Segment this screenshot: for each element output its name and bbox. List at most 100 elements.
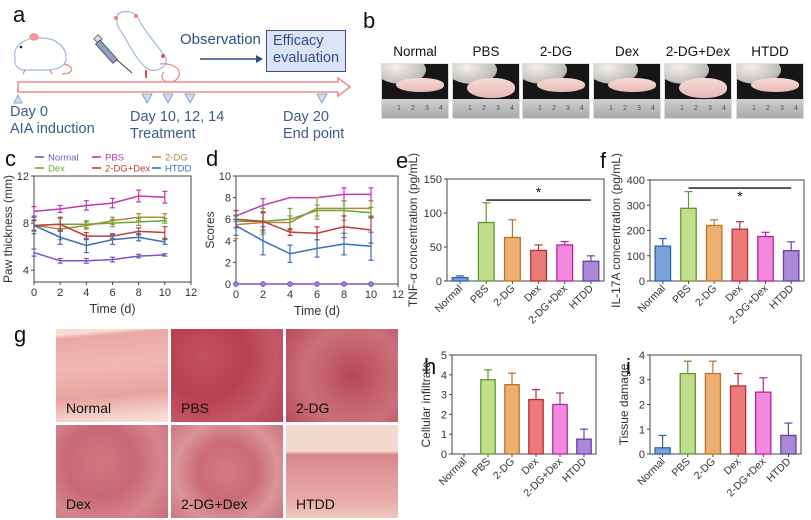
ruler-mark: 3 (496, 105, 500, 112)
data-point (287, 281, 293, 287)
bar-2-dg (705, 224, 723, 282)
y-tick-label: 4 (441, 370, 447, 382)
x-tick-label: 2 (260, 289, 266, 301)
histology-label: Normal (66, 400, 112, 416)
y-axis-label: Scores (203, 211, 217, 248)
bar-htdd (780, 434, 797, 455)
histology-image: HTDD (286, 425, 398, 518)
histology-image: PBS (171, 329, 283, 422)
ruler: 1 2 3 4 (523, 99, 589, 118)
efficacy-line-2: evaluation (273, 50, 340, 66)
day0-marker-icon (13, 94, 23, 104)
timeline-endpoint: Day 20 End point (283, 109, 344, 143)
y-tick-label: 400 (627, 175, 645, 187)
y-tick-label: 150 (424, 174, 442, 186)
data-point (314, 281, 320, 287)
x-tick-label: 10 (365, 289, 377, 301)
category-label: 2-DG (692, 456, 718, 482)
bar-pbs (680, 207, 697, 282)
efficacy-line-1: Efficacy (273, 33, 324, 49)
chart-f: 0 100 200 300 400 IL-17A concentration (pg/mL… (609, 153, 805, 326)
bar-normal (654, 447, 671, 455)
y-tick-label: 4 (639, 350, 645, 362)
histology-image: 2-DG+Dex (171, 425, 283, 518)
bar-htdd (582, 260, 600, 282)
category-label: 2-DG (693, 283, 719, 309)
legend-label: 2-DG (165, 153, 188, 164)
x-tick-label: 8 (136, 287, 142, 299)
ruler-mark: 4 (439, 105, 443, 112)
ruler-mark: 1 (538, 105, 542, 112)
category-label: PBS (670, 283, 693, 306)
histology-label: Dex (66, 496, 91, 512)
y-tick-label: 50 (430, 242, 442, 254)
histology-label: 2-DG+Dex (181, 496, 248, 512)
histology-label: 2-DG (296, 400, 330, 416)
x-tick-label: 6 (109, 287, 115, 299)
x-axis-label: Time (d) (89, 302, 135, 316)
bar-dex (530, 249, 548, 282)
bar-pbs (477, 221, 495, 282)
y-axis-label: Tissue damage (617, 363, 631, 445)
observation-label: Observation (180, 31, 261, 48)
y-axis-label: Cellular infiltrate (419, 361, 433, 447)
y-tick-label: 3 (639, 375, 645, 387)
injected-mouse-icon (114, 10, 180, 83)
y-tick-label: 2 (639, 400, 645, 412)
bar-htdd (576, 438, 592, 455)
mouse-icon (14, 33, 73, 75)
histology-image: Normal (56, 329, 168, 422)
paw-region (608, 78, 656, 92)
x-axis-label: Time (d) (294, 304, 340, 318)
x-tick-label: 2 (57, 287, 63, 299)
paw-photo-label: 2-DG+Dex (665, 44, 731, 59)
ruler-mark: 2 (623, 105, 627, 112)
y-tick-label: 1 (639, 424, 645, 436)
timeline-arrow-icon (17, 76, 352, 98)
bar-dex (729, 385, 747, 455)
data-point (233, 281, 239, 287)
histology-image: 2-DG (286, 329, 398, 422)
bar-2-dg-dex (552, 403, 568, 455)
y-tick-label: 8 (23, 218, 29, 230)
data-point (341, 281, 347, 287)
y-tick-label: 100 (424, 208, 442, 220)
paw-photo-label: HTDD (751, 44, 789, 59)
panel-letter-i: i (626, 354, 631, 379)
paw-region (751, 78, 799, 92)
ruler-mark: 1 (468, 105, 472, 112)
y-tick-label: 6 (225, 214, 231, 226)
ruler-mark: 2 (411, 105, 415, 112)
ruler-mark: 4 (580, 105, 584, 112)
paw-region (679, 78, 727, 98)
ruler: 1 2 3 4 (665, 99, 731, 118)
ruler-mark: 4 (510, 105, 514, 112)
day10-marker-icon (141, 93, 153, 104)
y-tick-label: 0 (639, 449, 645, 461)
y-axis-label: Paw thickness (mm) (1, 175, 15, 283)
bar-htdd (782, 250, 800, 282)
x-tick-label: 10 (159, 287, 171, 299)
x-tick-label: 0 (31, 287, 37, 299)
y-tick-label: 200 (627, 226, 645, 238)
y-axis-label: IL-17A concentration (pg/mL) (609, 153, 623, 308)
histology-label: HTDD (296, 496, 335, 512)
paw-region (467, 78, 515, 98)
panel-letter-c: c (5, 146, 16, 171)
bar-2-dg-dex (556, 244, 574, 282)
category-label: 2-DG (491, 283, 517, 309)
ruler-mark: 3 (425, 105, 429, 112)
category-label: PBS (670, 456, 693, 479)
bar-dex (528, 398, 544, 455)
day12-marker-icon (162, 93, 174, 104)
ruler-mark: 3 (780, 105, 784, 112)
series-line-htdd (235, 225, 372, 255)
significance-star: * (536, 184, 542, 200)
ruler-mark: 4 (651, 105, 655, 112)
chart-d: 0 2 4 6 8 10 Scores 0 2 4 6 8 10 12 Time (d) (203, 171, 404, 318)
category-label: HTDD (560, 455, 589, 484)
category-label: HTDD (567, 282, 596, 311)
